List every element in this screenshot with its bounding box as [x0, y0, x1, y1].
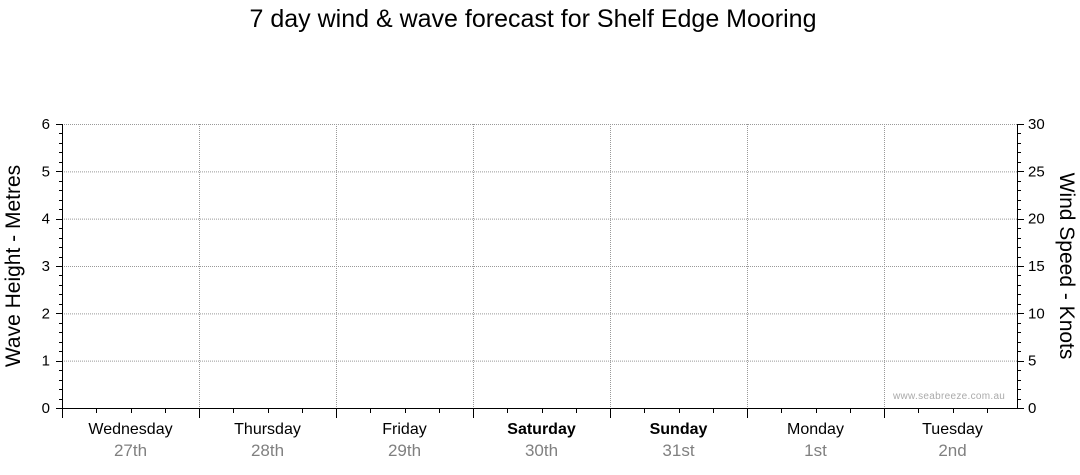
day-label: Saturday 30th [473, 420, 610, 462]
left-tick-label: 2 [42, 305, 50, 322]
day-label: Wednesday 27th [62, 420, 199, 462]
right-tick-label: 20 [1028, 211, 1045, 228]
right-tick-label: 25 [1028, 163, 1045, 180]
left-tick-label: 6 [42, 116, 50, 133]
day-date: 1st [804, 441, 827, 460]
day-name: Thursday [234, 421, 301, 438]
day-label: Sunday 31st [610, 420, 747, 462]
right-tick-label: 5 [1028, 353, 1036, 370]
day-name: Friday [382, 421, 427, 438]
day-date: 28th [250, 441, 285, 460]
left-tick-label: 1 [42, 353, 50, 370]
left-tick-label: 0 [42, 400, 50, 417]
day-name: Monday [787, 421, 844, 438]
day-date: 31st [662, 441, 695, 460]
day-date: 27th [113, 441, 148, 460]
right-tick-label: 30 [1028, 116, 1045, 133]
day-label: Tuesday 2nd [884, 420, 1021, 462]
day-date: 29th [387, 441, 422, 460]
left-tick-label: 4 [42, 211, 50, 228]
day-label: Monday 1st [747, 420, 884, 462]
day-name: Saturday [507, 421, 576, 438]
day-date: 30th [524, 441, 559, 460]
right-tick-label: 10 [1028, 305, 1045, 322]
right-tick-label: 15 [1028, 258, 1045, 275]
right-tick-label: 0 [1028, 400, 1036, 417]
day-label: Thursday 28th [199, 420, 336, 462]
chart-title: 7 day wind & wave forecast for Shelf Edg… [249, 5, 817, 33]
day-label: Friday 29th [336, 420, 473, 462]
left-tick-label: 3 [42, 258, 50, 275]
day-date: 2nd [938, 441, 967, 460]
day-name: Tuesday [922, 421, 983, 438]
day-name: Sunday [649, 421, 708, 438]
day-name: Wednesday [88, 421, 173, 438]
left-tick-label: 5 [42, 163, 50, 180]
watermark: www.seabreeze.com.au [893, 391, 1006, 402]
